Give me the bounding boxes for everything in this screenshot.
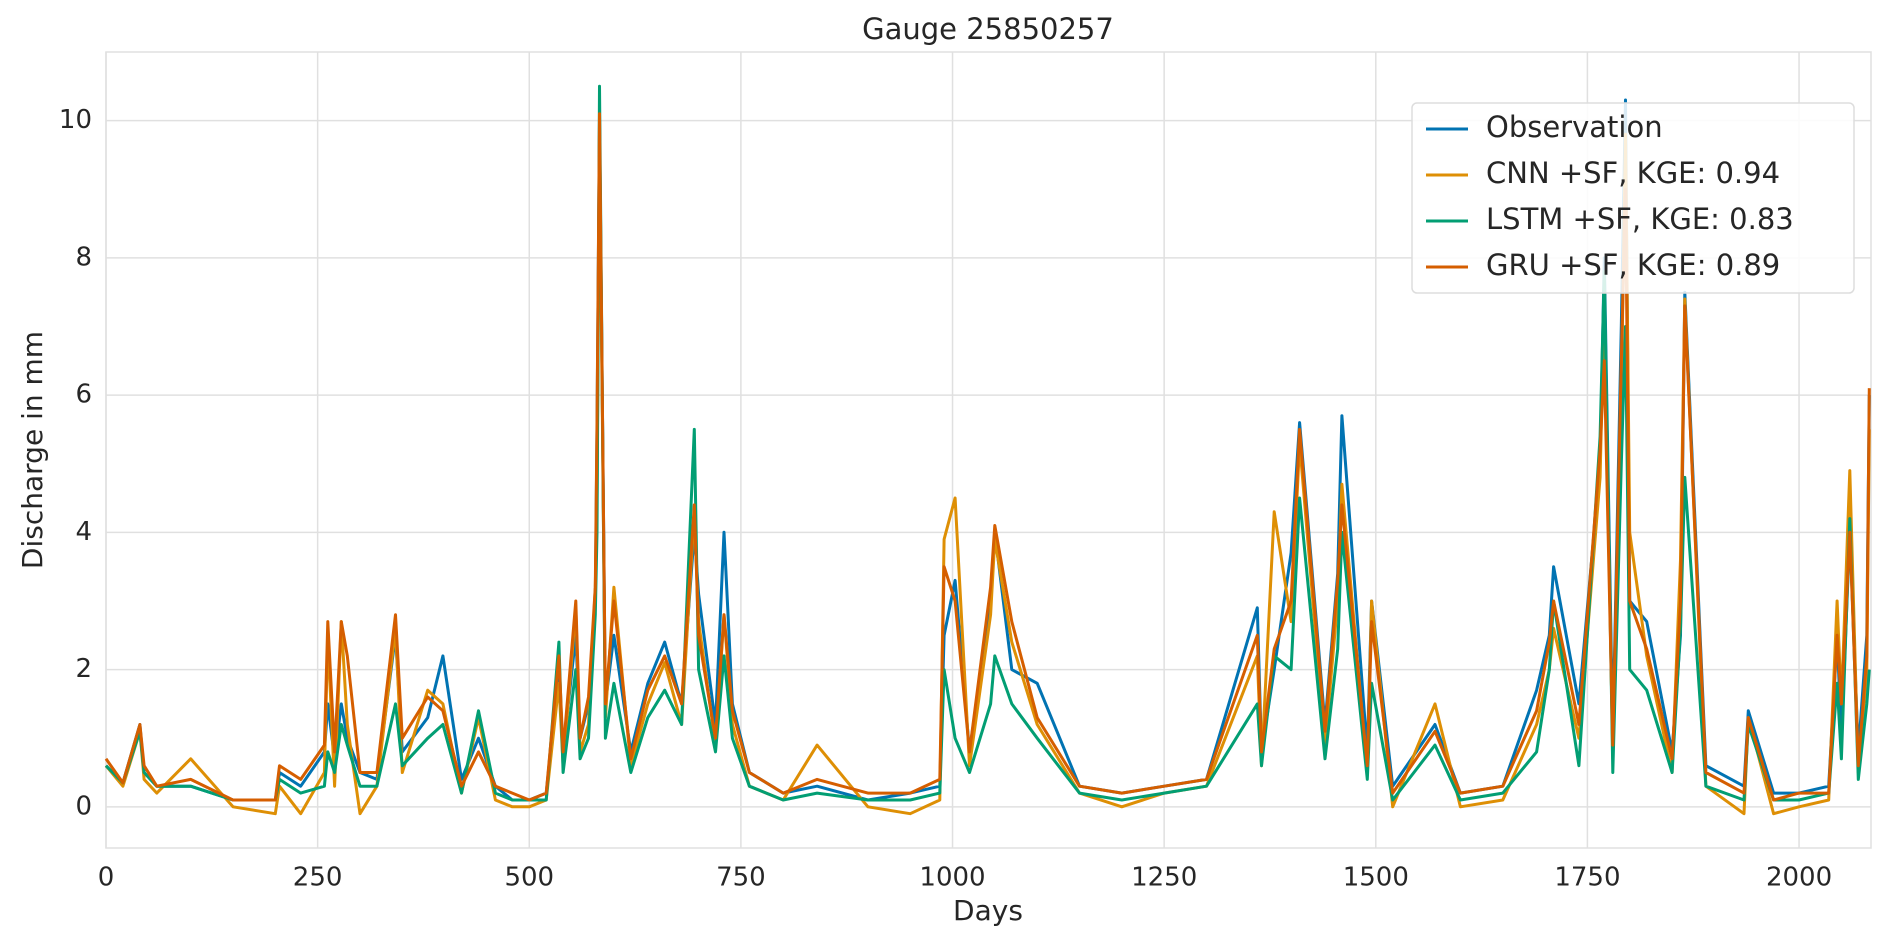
y-tick-label: 10 bbox=[59, 105, 92, 135]
legend-label: GRU +SF, KGE: 0.89 bbox=[1486, 248, 1780, 282]
x-tick-label: 1750 bbox=[1554, 863, 1620, 893]
legend: Observation CNN +SF, KGE: 0.94 LSTM +SF, K… bbox=[1411, 102, 1855, 294]
x-tick-label: 750 bbox=[716, 863, 766, 893]
legend-label: CNN +SF, KGE: 0.94 bbox=[1486, 156, 1780, 190]
y-tick-label: 6 bbox=[75, 380, 92, 410]
legend-label: LSTM +SF, KGE: 0.83 bbox=[1486, 202, 1794, 236]
chart-title: Gauge 25850257 bbox=[862, 12, 1114, 46]
y-tick-label: 0 bbox=[75, 791, 92, 821]
plot-frame bbox=[105, 51, 1872, 849]
x-tick-label: 0 bbox=[98, 863, 115, 893]
x-axis-label: Days bbox=[953, 894, 1023, 927]
legend-box bbox=[1411, 102, 1855, 294]
x-tick-label: 1250 bbox=[1131, 863, 1197, 893]
x-tick-label: 250 bbox=[293, 863, 343, 893]
x-tick-label: 500 bbox=[504, 863, 554, 893]
y-tick-label: 2 bbox=[75, 654, 92, 684]
y-tick-label: 4 bbox=[75, 517, 92, 547]
y-tick-label: 8 bbox=[75, 242, 92, 272]
x-tick-label: 2000 bbox=[1766, 863, 1832, 893]
y-axis-label: Discharge in mm bbox=[16, 331, 49, 569]
legend-label: Observation bbox=[1486, 110, 1663, 144]
x-tick-label: 1500 bbox=[1343, 863, 1409, 893]
x-tick-label: 1000 bbox=[919, 863, 985, 893]
